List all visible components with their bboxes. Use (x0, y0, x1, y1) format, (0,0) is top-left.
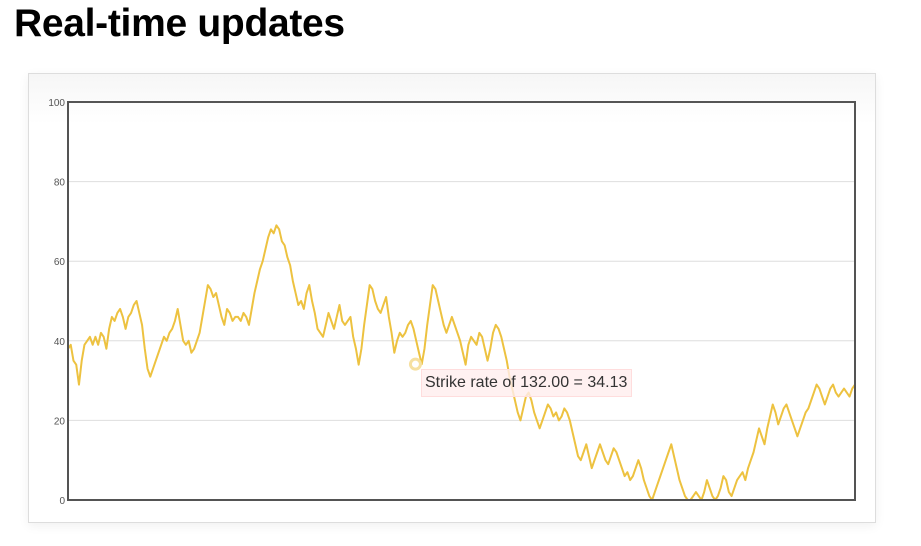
highlight-point (408, 357, 422, 371)
y-tick-label: 20 (54, 416, 66, 427)
y-tick-label: 100 (48, 98, 65, 109)
chart-container: 0 20 40 60 80 100 Strike rate of 132.00 = 34.… (28, 73, 876, 523)
page-title: Real-time updates (14, 2, 345, 45)
chart-tooltip: Strike rate of 132.00 = 34.13 (421, 369, 633, 397)
y-tick-label: 0 (59, 496, 65, 507)
plot-border (67, 101, 856, 501)
line-chart[interactable]: 0 20 40 60 80 100 (29, 74, 877, 524)
y-tick-label: 40 (54, 337, 66, 348)
series-line (67, 224, 856, 501)
y-tick-label: 80 (54, 178, 66, 189)
y-tick-label: 60 (54, 257, 66, 268)
